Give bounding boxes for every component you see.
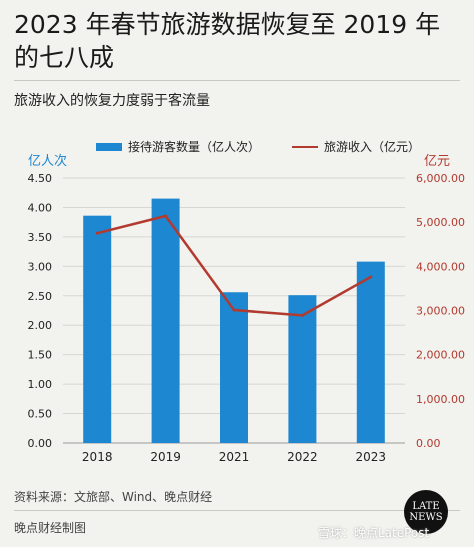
title-divider xyxy=(14,80,460,81)
left-tick-label: 3.50 xyxy=(28,231,53,244)
right-tick-label: 4,000.00 xyxy=(416,260,465,273)
logo-line1: LATE xyxy=(412,501,440,512)
revenue-point-2023 xyxy=(369,275,373,279)
bar-2021 xyxy=(220,292,248,443)
right-tick-label: 6,000.00 xyxy=(416,172,465,185)
left-axis-title: 亿人次 xyxy=(28,154,68,169)
legend-bar-label: 接待游客数量（亿人次） xyxy=(128,140,261,154)
legend: 接待游客数量（亿人次） 旅游收入（亿元） xyxy=(96,138,420,155)
x-tick-label: 2019 xyxy=(150,450,181,464)
left-tick-label: 0.00 xyxy=(28,437,53,450)
chart-title: 2023 年春节旅游数据恢复至 2019 年的七八成 xyxy=(14,10,441,72)
right-tick-label: 2,000.00 xyxy=(416,349,465,362)
left-tick-label: 4.00 xyxy=(28,201,53,214)
watermark: 雪球：晚点LatePost xyxy=(318,526,430,540)
left-tick-label: 1.50 xyxy=(28,349,53,362)
left-tick-label: 2.50 xyxy=(28,290,53,303)
right-tick-label: 3,000.00 xyxy=(416,305,465,318)
left-tick-label: 4.50 xyxy=(28,172,53,185)
right-tick-label: 5,000.00 xyxy=(416,216,465,229)
revenue-point-2022 xyxy=(300,313,304,317)
x-tick-label: 2018 xyxy=(82,450,113,464)
legend-line-label: 旅游收入（亿元） xyxy=(324,140,421,154)
bar-2018 xyxy=(83,215,112,443)
right-tick-label: 0.00 xyxy=(416,437,441,450)
right-axis-title: 亿元 xyxy=(424,154,451,169)
legend-bar-swatch xyxy=(96,142,122,151)
revenue-point-2019 xyxy=(164,214,168,218)
logo-line2: NEWS xyxy=(409,512,443,523)
revenue-point-2018 xyxy=(95,231,99,235)
source-note: 资料来源：文旅部、Wind、晚点财经 xyxy=(14,490,213,504)
bar-2023 xyxy=(356,261,385,443)
x-tick-label: 2021 xyxy=(219,450,250,464)
footer-divider xyxy=(14,510,460,511)
bar-2022 xyxy=(288,295,317,443)
right-tick-label: 1,000.00 xyxy=(416,393,465,406)
legend-item-line: 旅游收入（亿元） xyxy=(270,138,420,155)
left-tick-label: 2.00 xyxy=(28,319,53,332)
bar-2019 xyxy=(151,198,180,443)
x-tick-label: 2022 xyxy=(287,450,318,464)
left-tick-label: 0.50 xyxy=(28,408,53,421)
legend-item-bar: 接待游客数量（亿人次） xyxy=(96,138,260,155)
chart-subtitle: 旅游收入的恢复力度弱于客流量 xyxy=(14,93,210,109)
latenews-logo: LATE NEWS xyxy=(404,490,448,534)
revenue-point-2021 xyxy=(232,308,236,312)
left-tick-label: 1.00 xyxy=(28,378,53,391)
credit-note: 晚点财经制图 xyxy=(14,521,87,535)
x-tick-label: 2023 xyxy=(356,450,387,464)
left-tick-label: 3.00 xyxy=(28,260,53,273)
legend-line-swatch xyxy=(292,145,319,148)
